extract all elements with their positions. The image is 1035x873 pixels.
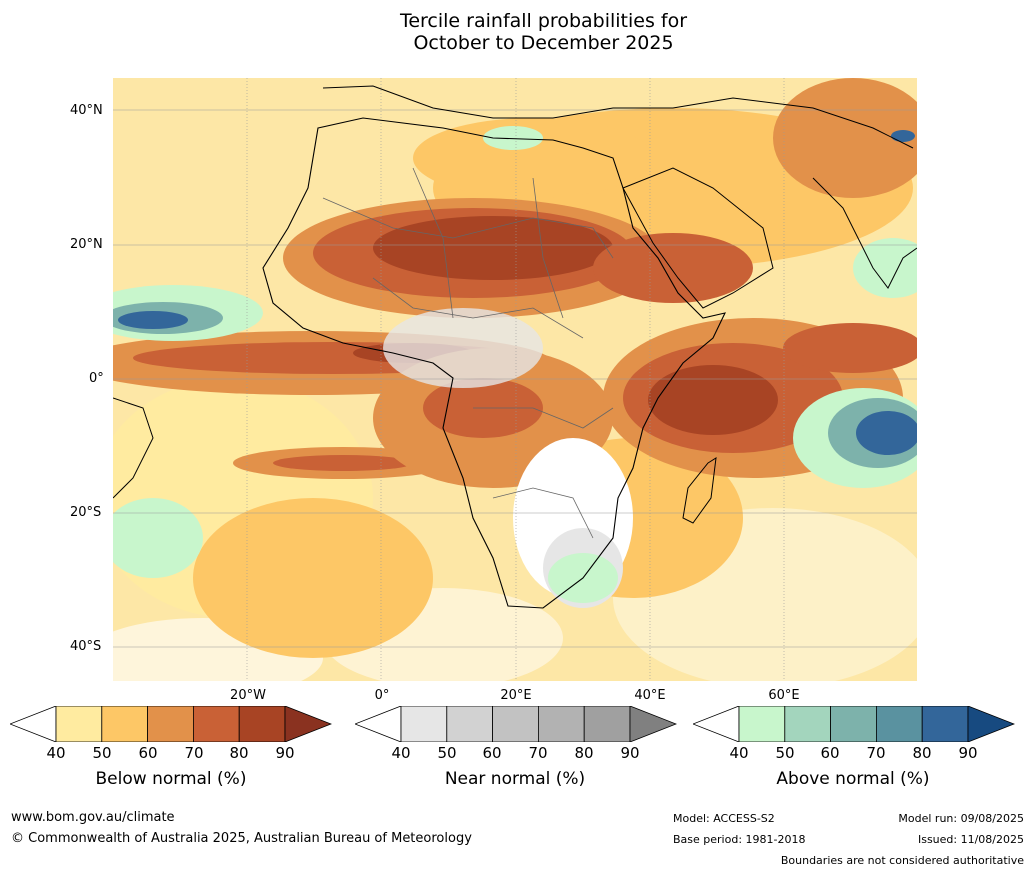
tick: 60 xyxy=(820,744,840,762)
tick: 90 xyxy=(958,744,978,762)
colorbar-segment xyxy=(875,706,923,742)
lon-label-40e: 40°E xyxy=(634,688,666,703)
footer-model: Model: ACCESS-S2 xyxy=(673,812,775,825)
colorbar-over-triangle xyxy=(967,706,1015,742)
colorbar-under-triangle xyxy=(693,706,740,742)
tick: 70 xyxy=(866,744,886,762)
colorbar-segment xyxy=(238,706,286,742)
footer-model-run: Model run: 09/08/2025 xyxy=(898,812,1024,825)
tick: 40 xyxy=(391,744,411,762)
footer-url[interactable]: www.bom.gov.au/climate xyxy=(11,810,175,825)
colorbar-above-label: Above normal (%) xyxy=(776,769,930,789)
colorbar-near-normal xyxy=(355,706,677,742)
colorbar-segment xyxy=(537,706,585,742)
lat-label-20s: 20°S xyxy=(70,505,102,520)
tick: 80 xyxy=(912,744,932,762)
colorbar-under-triangle xyxy=(355,706,402,742)
title-line-2: October to December 2025 xyxy=(413,32,674,54)
colorbar-over-triangle xyxy=(629,706,677,742)
colorbar-segment xyxy=(784,706,832,742)
lon-label-20e: 20°E xyxy=(500,688,532,703)
tick: 80 xyxy=(229,744,249,762)
footer-base-period: Base period: 1981-2018 xyxy=(673,833,806,846)
map-canvas xyxy=(113,78,917,681)
tick: 60 xyxy=(138,744,158,762)
tick: 40 xyxy=(46,744,66,762)
colorbar-segment xyxy=(830,706,877,742)
colorbar-segment xyxy=(583,706,631,742)
colorbar-below-normal xyxy=(10,706,332,742)
tick: 90 xyxy=(620,744,640,762)
colorbar-near-label: Near normal (%) xyxy=(444,769,586,789)
colorbar-segment xyxy=(400,706,448,742)
tick: 80 xyxy=(574,744,594,762)
colorbar-under-triangle xyxy=(10,706,57,742)
tick: 40 xyxy=(729,744,749,762)
colorbar-segment xyxy=(147,706,194,742)
colorbar-segment xyxy=(55,706,103,742)
colorbar-segment xyxy=(192,706,240,742)
colorbar-segment xyxy=(921,706,969,742)
footer-issued: Issued: 11/08/2025 xyxy=(917,833,1024,846)
tick: 50 xyxy=(92,744,112,762)
tick: 70 xyxy=(528,744,548,762)
lon-label-20w: 20°W xyxy=(230,688,266,703)
footer-copyright: © Commonwealth of Australia 2025, Austra… xyxy=(11,831,472,846)
lat-label-40s: 40°S xyxy=(70,639,102,654)
tick: 90 xyxy=(275,744,295,762)
colorbar-segment xyxy=(738,706,786,742)
colorbar-segment xyxy=(446,706,494,742)
colorbar-segment xyxy=(492,706,539,742)
tick: 70 xyxy=(184,744,204,762)
tick: 60 xyxy=(482,744,502,762)
colorbar-above-normal xyxy=(693,706,1015,742)
lon-label-0: 0° xyxy=(374,688,390,703)
footer-disclaimer: Boundaries are not considered authoritat… xyxy=(780,854,1024,867)
tick: 50 xyxy=(437,744,457,762)
tick: 50 xyxy=(775,744,795,762)
colorbar-below-label: Below normal (%) xyxy=(95,769,247,789)
map-title: Tercile rainfall probabilities for Octob… xyxy=(0,10,1035,54)
rainfall-probability-map xyxy=(113,78,917,681)
title-line-1: Tercile rainfall probabilities for xyxy=(399,10,688,32)
colorbar-over-triangle xyxy=(284,706,332,742)
colorbar-segment xyxy=(101,706,149,742)
lat-label-20n: 20°N xyxy=(70,237,103,252)
lat-label-0: 0° xyxy=(89,371,104,386)
lon-label-60e: 60°E xyxy=(768,688,800,703)
lat-label-40n: 40°N xyxy=(70,103,103,118)
